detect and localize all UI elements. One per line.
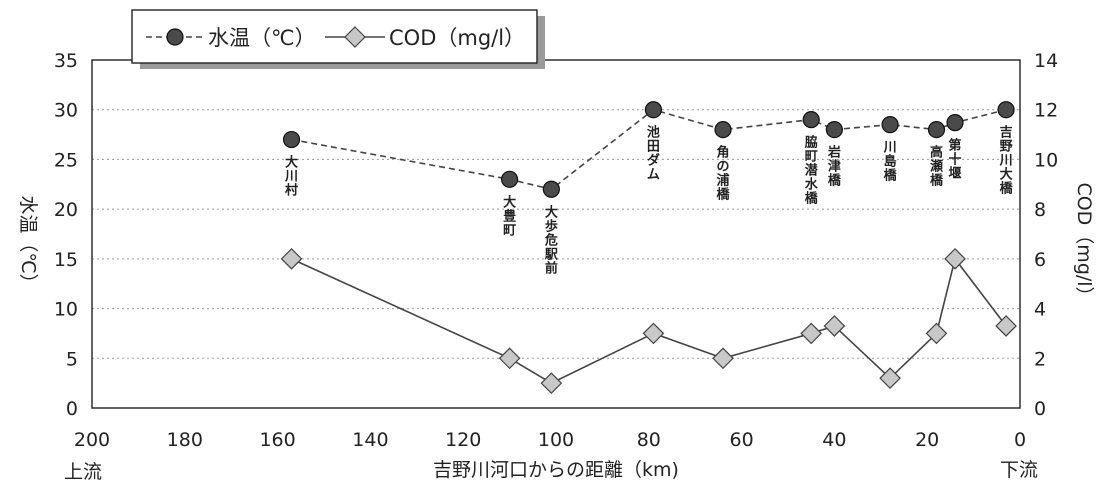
y-left-tick-label: 30: [54, 100, 78, 122]
station-label: 大豊町: [503, 194, 516, 238]
point-water-temp: [946, 114, 964, 132]
plot-frame: [91, 59, 1021, 409]
x-tick-label: 0: [1014, 429, 1026, 451]
point-water-temp: [542, 180, 560, 198]
point-water-temp: [927, 121, 946, 139]
y-axis-left-title: 水温（℃）: [17, 195, 39, 292]
point-cod: [879, 367, 901, 390]
y-right-tick-label: 4: [1034, 299, 1046, 321]
x-tick-label: 140: [352, 429, 388, 451]
y-left-tick-label: 10: [54, 299, 78, 321]
legend-marker-water-temp: [166, 28, 184, 46]
station-label: 大川村: [284, 155, 298, 199]
x-axis-title: 吉野川河口からの距離（km): [433, 459, 679, 481]
legend-label-cod: COD（mg/l）: [389, 26, 525, 50]
station-label: 吉野川大橋: [999, 126, 1014, 197]
point-cod: [944, 248, 966, 270]
point-water-temp: [282, 130, 301, 149]
station-label: 池田ダム: [647, 125, 660, 183]
series-line-1: [291, 257, 1007, 385]
x-tick-label: 60: [730, 429, 754, 451]
point-water-temp: [802, 111, 820, 129]
y-left-tick-label: 0: [66, 398, 78, 420]
y-left-tick-label: 15: [54, 249, 78, 271]
x-axis-ticks: 200 180 160 140 120 100 80 60 40 20 0: [74, 429, 1026, 451]
station-label: 脇町潜水橋: [805, 135, 819, 207]
x-axis-upstream-label: 上流: [64, 461, 102, 483]
x-tick-label: 180: [167, 429, 203, 451]
station-label: 川島橋: [883, 141, 898, 184]
x-axis-downstream-label: 下流: [1000, 459, 1038, 481]
point-cod: [800, 322, 823, 345]
point-water-temp: [825, 121, 844, 139]
station-label: 角の浦橋: [717, 145, 731, 203]
y-right-tick-label: 12: [1034, 100, 1058, 122]
y-right-tick-label: 6: [1034, 249, 1046, 271]
series-layer: [280, 101, 1017, 394]
x-tick-label: 40: [822, 429, 846, 451]
x-tick-label: 160: [259, 429, 295, 451]
y-right-tick-label: 14: [1034, 50, 1058, 72]
y-right-tick-label: 10: [1034, 149, 1058, 171]
right-axis-ticks: 0 2 4 6 8 10 12 14: [1034, 50, 1058, 420]
x-tick-label: 100: [538, 429, 574, 451]
point-cod: [823, 315, 846, 337]
point-cod: [642, 322, 665, 345]
point-water-temp: [714, 121, 732, 139]
station-label: 大歩危駅前: [544, 204, 559, 276]
y-left-tick-label: 20: [54, 199, 78, 221]
point-cod: [280, 248, 303, 270]
y-left-tick-label: 5: [66, 348, 78, 370]
point-cod: [498, 347, 521, 370]
y-axis-right-title: COD（mg/l）: [1073, 182, 1095, 305]
y-right-tick-label: 2: [1034, 348, 1046, 370]
point-cod: [540, 372, 563, 394]
point-water-temp: [997, 101, 1015, 119]
point-cod: [712, 347, 734, 370]
point-cod: [925, 322, 948, 345]
x-tick-label: 80: [637, 429, 661, 451]
x-tick-label: 20: [915, 429, 939, 451]
x-tick-label: 200: [74, 429, 110, 451]
legend-marker-cod: [344, 26, 366, 48]
y-right-tick-label: 0: [1034, 398, 1046, 420]
point-water-temp: [501, 170, 519, 188]
station-label: 高瀬橋: [930, 145, 944, 189]
legend: 水温（℃） COD（mg/l）: [131, 9, 545, 69]
left-axis-ticks: 0 5 10 15 20 25 30 35: [54, 50, 78, 420]
station-label: 第十堰: [949, 138, 962, 182]
y-left-tick-label: 25: [54, 149, 78, 171]
y-right-tick-label: 8: [1034, 199, 1046, 221]
point-water-temp: [881, 116, 899, 134]
legend-label-water-temp: 水温（℃）: [208, 26, 316, 50]
y-left-tick-label: 35: [54, 50, 78, 72]
point-water-temp: [644, 101, 663, 119]
x-tick-label: 120: [445, 429, 481, 451]
point-cod: [995, 315, 1017, 337]
station-label: 岩津橋: [827, 145, 842, 189]
